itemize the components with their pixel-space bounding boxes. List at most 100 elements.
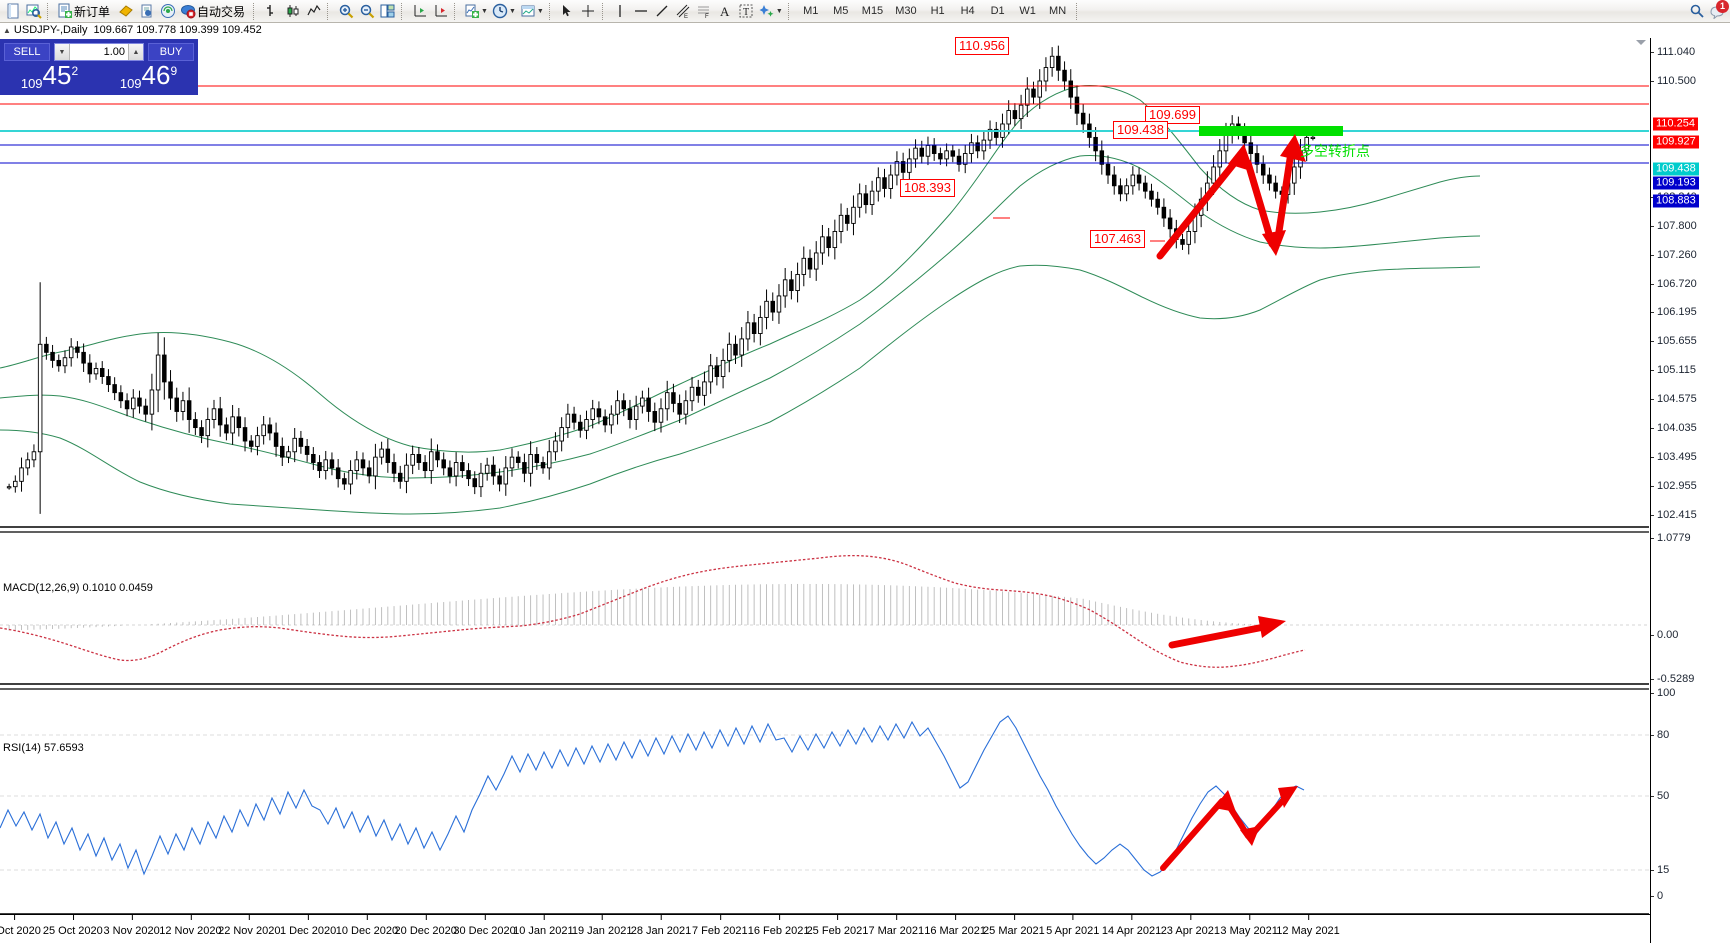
candle-body — [1031, 88, 1036, 98]
volume-stepper[interactable]: ▼ 1.00 ▲ — [54, 43, 144, 61]
candlestick-chart-icon[interactable] — [282, 1, 303, 22]
chart-scroll-caret-icon[interactable] — [1636, 40, 1646, 45]
price-level-label[interactable]: 109.193 — [1653, 176, 1699, 190]
sell-price[interactable]: 109 45 2 — [1, 62, 100, 94]
candle-body — [193, 419, 198, 429]
time-tick: 25 Feb 2021 — [806, 915, 869, 937]
metaeditor-icon[interactable] — [136, 1, 157, 22]
bar-chart-icon[interactable] — [261, 1, 282, 22]
price-level-label[interactable]: 109.438 — [1653, 162, 1699, 176]
chevron-down-icon[interactable]: ▼ — [536, 7, 544, 15]
line-chart-icon[interactable] — [303, 1, 324, 22]
volume-increase-icon[interactable]: ▲ — [128, 44, 143, 60]
candle-body — [261, 424, 266, 437]
text-icon[interactable]: A — [715, 1, 736, 22]
candle-body — [267, 424, 273, 434]
candle-body — [491, 464, 496, 477]
candle-body — [503, 467, 509, 485]
tag-109699[interactable]: 109.699 — [1145, 106, 1200, 124]
candle-body — [31, 451, 37, 461]
buy-price[interactable]: 109 46 9 — [100, 62, 197, 94]
candle-body — [298, 437, 304, 447]
equidistant-channel-icon[interactable]: E — [673, 1, 694, 22]
candle-body — [329, 459, 335, 469]
timeframe-m30[interactable]: M30 — [895, 5, 917, 17]
svg-text:T: T — [743, 7, 749, 18]
crosshair-icon[interactable] — [578, 1, 599, 22]
price-tick: 105.115 — [1651, 364, 1696, 377]
mql5-community-icon[interactable] — [115, 1, 136, 22]
auto-scroll-icon[interactable] — [430, 1, 451, 22]
horizontal-line-icon[interactable] — [631, 1, 652, 22]
chevron-down-icon[interactable]: ▼ — [508, 7, 516, 15]
tag-109438[interactable]: 109.438 — [1113, 121, 1168, 139]
candle-body — [857, 193, 862, 208]
timeframe-m1[interactable]: M1 — [803, 5, 819, 17]
candle-body — [118, 392, 124, 402]
new-chart-icon[interactable] — [2, 1, 23, 22]
candle-body — [1304, 136, 1309, 152]
chevron-down-icon[interactable]: ▼ — [775, 7, 783, 15]
candle-body — [217, 408, 223, 426]
candle-body — [522, 462, 527, 474]
templates-icon[interactable]: ▼ — [518, 1, 546, 22]
candle-body — [826, 236, 831, 249]
candle-body — [391, 462, 397, 474]
fibonacci-icon[interactable]: F — [694, 1, 715, 22]
price-level-label[interactable]: 109.927 — [1653, 135, 1699, 149]
price-level-label[interactable]: 110.254 — [1653, 117, 1698, 131]
new-order-label: 新订单 — [74, 4, 111, 19]
candle-body — [758, 316, 763, 334]
periods-icon[interactable]: ▼ — [490, 1, 518, 22]
search-icon[interactable] — [1686, 1, 1707, 22]
volume-value[interactable]: 1.00 — [103, 46, 125, 58]
candle-body — [696, 386, 701, 396]
candle-body — [205, 419, 211, 437]
tag-107463[interactable]: 107.463 — [1090, 230, 1145, 248]
text-label-icon[interactable]: T — [736, 1, 757, 22]
zoom-out-icon[interactable] — [356, 1, 377, 22]
volume-decrease-icon[interactable]: ▼ — [55, 44, 70, 60]
tag-110956[interactable]: 110.956 — [955, 37, 1010, 55]
collapse-triangle-icon[interactable]: ▲ — [3, 25, 11, 35]
chart-canvas[interactable] — [0, 38, 1730, 943]
new-order-button[interactable]: 新订单 — [55, 1, 115, 22]
sell-price-sup: 2 — [71, 64, 79, 78]
sell-button[interactable]: SELL — [4, 43, 50, 61]
price-axis[interactable]: 111.040110.500108.340107.800107.260106.7… — [1650, 38, 1730, 943]
tag-108393[interactable]: 108.393 — [900, 179, 955, 197]
chart-svg — [0, 38, 1649, 942]
shapes-icon[interactable]: ▼ — [757, 1, 785, 22]
time-tick: 3 Nov 2020 — [103, 915, 160, 937]
time-tick: 23 Apr 2021 — [1160, 915, 1221, 937]
price-level-label[interactable]: 108.883 — [1653, 194, 1699, 208]
chevron-down-icon[interactable]: ▼ — [481, 7, 488, 15]
timeframe-h1[interactable]: H1 — [930, 5, 945, 17]
one-click-trading-panel[interactable]: SELL ▼ 1.00 ▲ BUY 109 45 2 109 46 9 — [0, 39, 198, 95]
indicators-icon[interactable]: ▼ — [462, 1, 490, 22]
chart-window-icon[interactable] — [23, 1, 44, 22]
octp-price-row: 109 45 2 109 46 9 — [1, 62, 197, 94]
buy-button[interactable]: BUY — [148, 43, 194, 61]
candle-body — [149, 389, 155, 415]
signals-icon[interactable] — [157, 1, 178, 22]
candle-body — [571, 413, 577, 423]
tile-windows-icon[interactable] — [377, 1, 398, 22]
zoom-in-icon[interactable] — [335, 1, 356, 22]
trendline-icon[interactable] — [652, 1, 673, 22]
notifications-icon[interactable]: 1 — [1707, 0, 1729, 22]
autotrading-button[interactable]: 自动交易 — [178, 1, 250, 22]
timeframe-w1[interactable]: W1 — [1019, 5, 1036, 17]
candle-body — [708, 365, 713, 383]
timeframe-m5[interactable]: M5 — [833, 5, 849, 17]
vertical-line-icon[interactable] — [610, 1, 631, 22]
timeframe-m15[interactable]: M15 — [861, 5, 884, 17]
candle-body — [1080, 112, 1086, 125]
timeframe-h4[interactable]: H4 — [960, 5, 975, 17]
timeframe-d1[interactable]: D1 — [990, 5, 1005, 17]
candle-body — [820, 236, 825, 254]
timeframe-mn[interactable]: MN — [1049, 5, 1067, 17]
cursor-icon[interactable] — [557, 1, 578, 22]
chart-shift-icon[interactable] — [409, 1, 430, 22]
